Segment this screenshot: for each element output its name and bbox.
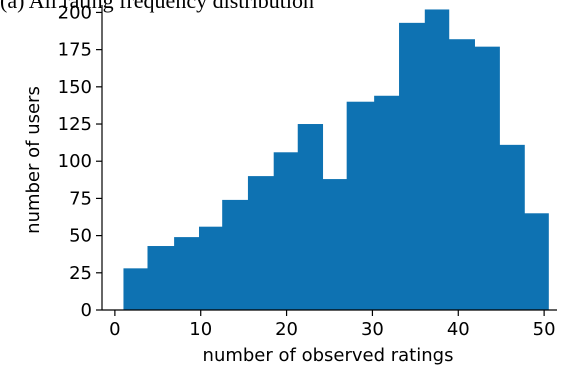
- histogram-bar-8: [297, 124, 324, 311]
- histogram-bar-2: [147, 246, 175, 310]
- x-tick-label: 20: [275, 319, 298, 340]
- y-tick-label: 75: [69, 188, 92, 209]
- histogram-bar-3: [174, 237, 200, 310]
- histogram-bar-10: [346, 101, 375, 311]
- y-tick-label: 200: [58, 2, 92, 23]
- histogram-bar-16: [499, 144, 525, 310]
- y-axis-title: number of users: [23, 86, 44, 234]
- y-tick-label: 0: [81, 300, 92, 321]
- histogram-bar-15: [474, 46, 500, 310]
- histogram-bar-6: [247, 176, 275, 310]
- x-tick-label: 30: [361, 319, 384, 340]
- histogram-bars: [123, 9, 549, 311]
- histogram-bar-14: [448, 39, 475, 310]
- histogram-bar-13: [424, 9, 450, 311]
- histogram-bar-11: [374, 95, 400, 310]
- histogram-bar-7: [273, 152, 299, 310]
- y-tick-label: 25: [69, 263, 92, 284]
- histogram-bar-1: [123, 268, 148, 310]
- histogram-bar-17: [524, 213, 549, 310]
- histogram-bar-9: [322, 179, 348, 310]
- y-tick-label: 175: [58, 40, 92, 61]
- y-tick-label: 50: [69, 226, 92, 247]
- x-tick-label: 50: [533, 319, 556, 340]
- y-axis-ticks: 0 25 50 75 100 125 150 175 200: [58, 2, 102, 321]
- y-tick-label: 125: [58, 114, 92, 135]
- x-axis-ticks: 0 10 20 30 40 50: [109, 310, 556, 340]
- x-tick-label: 0: [109, 319, 120, 340]
- x-tick-label: 10: [189, 319, 212, 340]
- x-axis-title: number of observed ratings: [203, 345, 454, 366]
- y-tick-label: 150: [58, 77, 92, 98]
- x-tick-label: 40: [447, 319, 470, 340]
- figure-caption: (a) All rating frequency distribution: [0, 0, 315, 13]
- y-tick-label: 100: [58, 151, 92, 172]
- histogram-bar-12: [399, 22, 426, 310]
- histogram-bar-4: [199, 226, 223, 310]
- histogram-bar-5: [222, 199, 249, 310]
